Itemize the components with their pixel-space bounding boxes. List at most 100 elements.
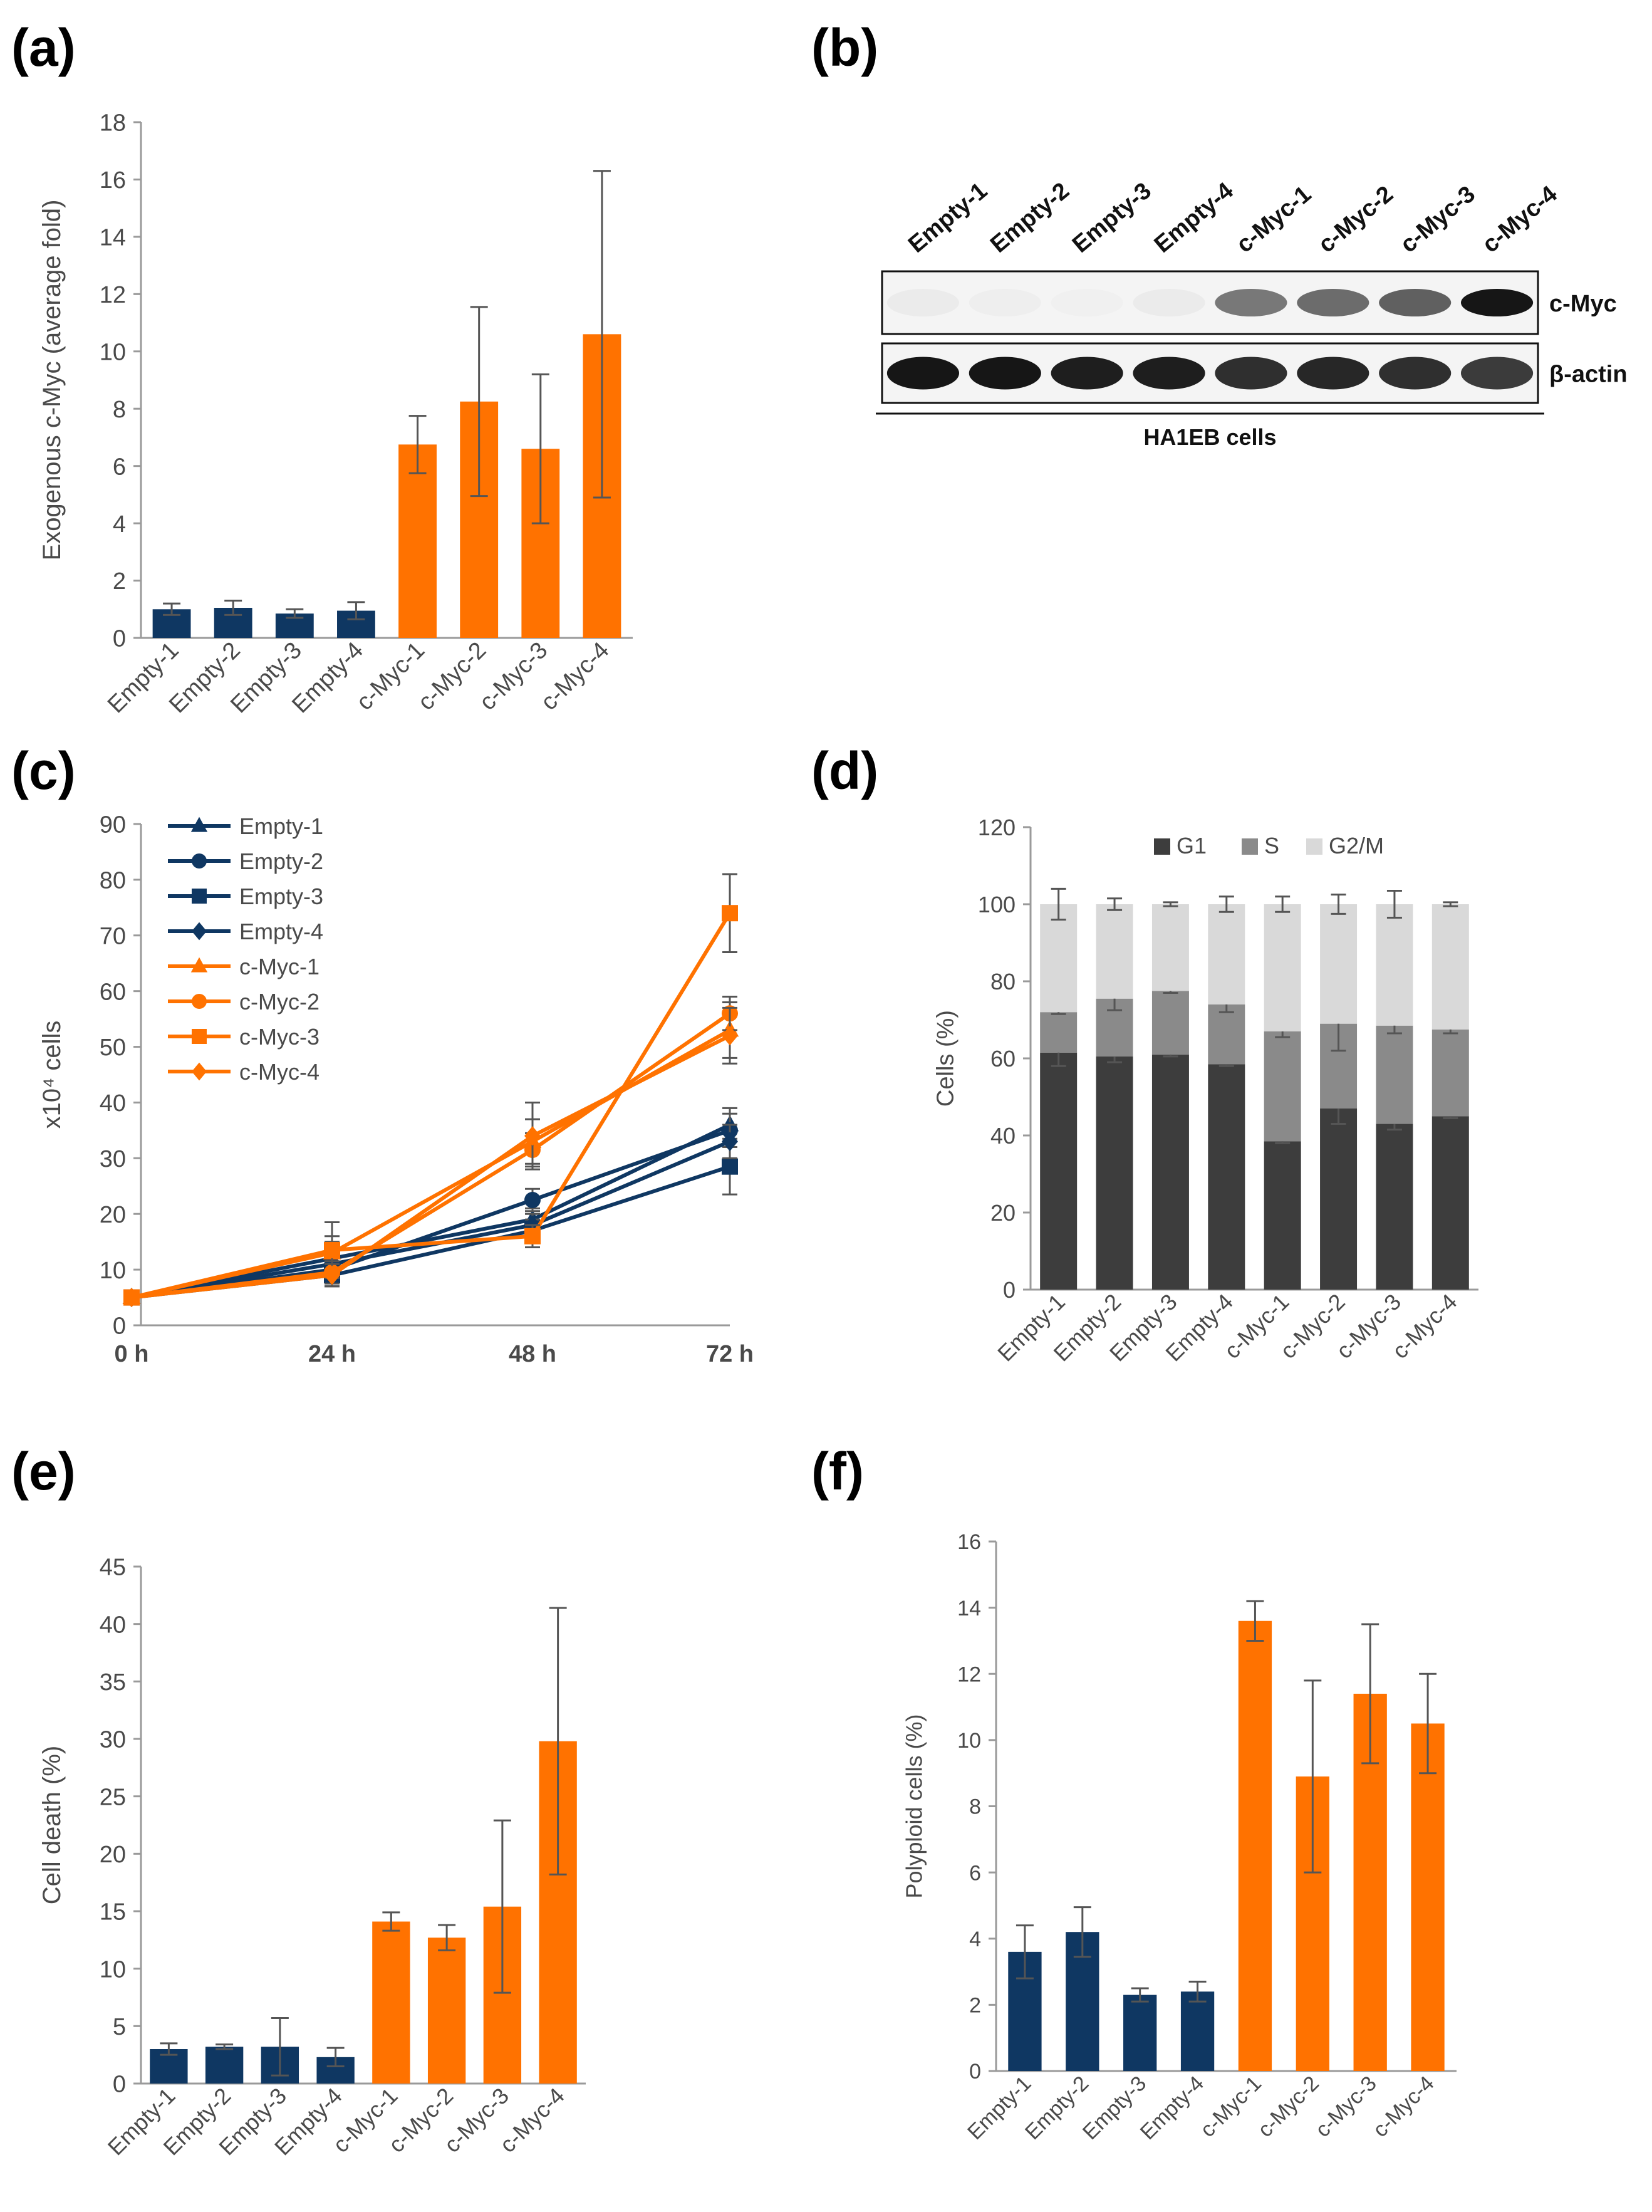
chart-d-bar-s	[1151, 991, 1189, 1055]
chart-e-ytick-label: 30	[100, 1727, 126, 1753]
chart-d-bar-s	[1040, 1012, 1078, 1053]
panel-label-a: (a)	[11, 18, 76, 77]
blot-lane-label: c-Myc-3	[1395, 181, 1480, 258]
chart-d-ytick-label: 40	[990, 1123, 1016, 1149]
blot-band	[1297, 357, 1369, 390]
chart-a-y-axis-title: Exogenous c-Myc (average fold)	[38, 200, 66, 561]
chart-c-ytick-label: 20	[100, 1202, 126, 1228]
chart-d-ytick-label: 0	[1003, 1277, 1016, 1303]
chart-d-bar-g1	[1040, 1052, 1078, 1290]
panel-label-c: (c)	[11, 741, 76, 800]
chart-c-legend-marker	[192, 853, 207, 869]
chart-c-legend-label: Empty-1	[239, 813, 323, 839]
panel-label-d: (d)	[811, 741, 879, 800]
chart-c-data-point	[324, 1265, 340, 1285]
chart-c-legend-marker	[190, 957, 208, 973]
chart-d-bar-g2m	[1096, 904, 1133, 999]
chart-e-y-axis-title: Cell death (%)	[38, 1746, 66, 1904]
chart-c-data-point	[722, 1026, 738, 1046]
chart-d-bar-s	[1431, 1029, 1469, 1117]
chart-d-bar-g1	[1376, 1124, 1413, 1290]
chart-f-ytick-label: 16	[957, 1530, 981, 1554]
chart-d-legend-label: G2/M	[1329, 833, 1384, 858]
chart-c-ytick-label: 10	[100, 1258, 126, 1284]
chart-f-bar	[1180, 1991, 1215, 2071]
chart-c-ytick-label: 60	[100, 979, 126, 1005]
chart-f-bar	[1238, 1620, 1272, 2071]
chart-d-bar-g2m	[1264, 904, 1301, 1031]
chart-c-legend-marker	[192, 994, 207, 1009]
chart-d-bar-g2m	[1431, 904, 1469, 1030]
chart-d-bar-g2m	[1320, 904, 1358, 1024]
chart-f-ytick-label: 12	[957, 1662, 981, 1686]
chart-d-bar-g2m	[1208, 904, 1245, 1004]
chart-c-xtick-label: 24 h	[308, 1341, 356, 1367]
blot-band	[1051, 357, 1123, 390]
chart-c-series-line	[131, 912, 732, 1300]
chart-e-ytick-label: 25	[100, 1784, 126, 1810]
chart-a-ytick-label: 18	[100, 110, 126, 137]
chart-a-ytick-label: 0	[113, 626, 126, 652]
chart-c-data-point	[524, 1192, 541, 1208]
chart-c-series-line	[131, 1123, 731, 1300]
chart-f-category-label: Empty-2	[1021, 2072, 1093, 2144]
chart-c-xtick-label: 0 h	[115, 1341, 149, 1367]
chart-d-legend-label: S	[1264, 833, 1279, 858]
chart-c-legend-marker	[192, 1029, 207, 1044]
chart-c-xtick-label: 48 h	[509, 1341, 556, 1367]
blot-caption: HA1EB cells	[1143, 424, 1276, 450]
chart-c-data-point	[722, 1132, 738, 1152]
chart-a-ytick-label: 14	[100, 225, 126, 251]
chart-d-ytick-label: 120	[978, 815, 1016, 840]
blot-band	[969, 289, 1041, 316]
chart-f-category-label: c-Myc-2	[1254, 2072, 1324, 2142]
panel-label-b: (b)	[811, 18, 879, 77]
blot-band	[1215, 357, 1287, 390]
chart-e-ytick-label: 45	[100, 1555, 126, 1581]
chart-e-ytick-label: 0	[113, 2072, 126, 2098]
chart-c-ytick-label: 70	[100, 923, 126, 949]
blot-lane-label: c-Myc-4	[1477, 181, 1562, 258]
blot-lane-label: Empty-4	[1150, 177, 1239, 258]
chart-e-ytick-label: 10	[100, 1956, 126, 1983]
chart-f-category-label: Empty-4	[1136, 2072, 1208, 2144]
chart-a-ytick-label: 16	[100, 167, 126, 194]
chart-d-bar-g1	[1320, 1108, 1358, 1290]
chart-c-data-point	[722, 905, 738, 922]
chart-a-ytick-label: 12	[100, 282, 126, 308]
chart-c-ytick-label: 90	[100, 812, 126, 838]
chart-d-bar-g1	[1431, 1116, 1469, 1290]
chart-f-ytick-label: 0	[969, 2060, 981, 2084]
chart-d-bar-g2m	[1151, 904, 1189, 991]
chart-f-ytick-label: 2	[969, 1994, 981, 2018]
chart-c-ytick-label: 40	[100, 1090, 126, 1117]
chart-e-bar	[372, 1921, 410, 2084]
chart-c-legend-label: c-Myc-1	[239, 954, 319, 979]
chart-f-bar	[1411, 1723, 1445, 2071]
chart-d-bar-g1	[1264, 1141, 1301, 1290]
panel-label-f: (f)	[811, 1442, 864, 1501]
chart-c-legend-label: c-Myc-4	[239, 1059, 319, 1085]
chart-d-bar-s	[1264, 1031, 1301, 1142]
chart-e-ytick-label: 20	[100, 1842, 126, 1868]
chart-a-ytick-label: 4	[113, 511, 126, 538]
chart-e-ytick-label: 35	[100, 1669, 126, 1696]
blot-band	[1051, 289, 1123, 316]
chart-f-bar	[1123, 1995, 1157, 2071]
chart-d-bar-s	[1376, 1025, 1413, 1124]
blot-row-label: β-actin	[1549, 362, 1628, 388]
chart-d-legend-swatch	[1306, 838, 1322, 855]
blot-band	[886, 357, 960, 390]
chart-a-category-label: c-Myc-1	[351, 637, 430, 716]
chart-c-data-point	[524, 1126, 541, 1146]
blot-band	[1379, 289, 1452, 316]
chart-c-ytick-label: 80	[100, 868, 126, 894]
chart-c-legend-label: c-Myc-3	[239, 1024, 319, 1050]
chart-e-ytick-label: 15	[100, 1899, 126, 1926]
chart-f-ytick-label: 8	[969, 1795, 981, 1819]
chart-c-data-point	[524, 1228, 541, 1244]
chart-c-data-point	[324, 1242, 340, 1258]
chart-c-data-point	[123, 1287, 140, 1308]
chart-d-legend-label: G1	[1177, 833, 1207, 858]
